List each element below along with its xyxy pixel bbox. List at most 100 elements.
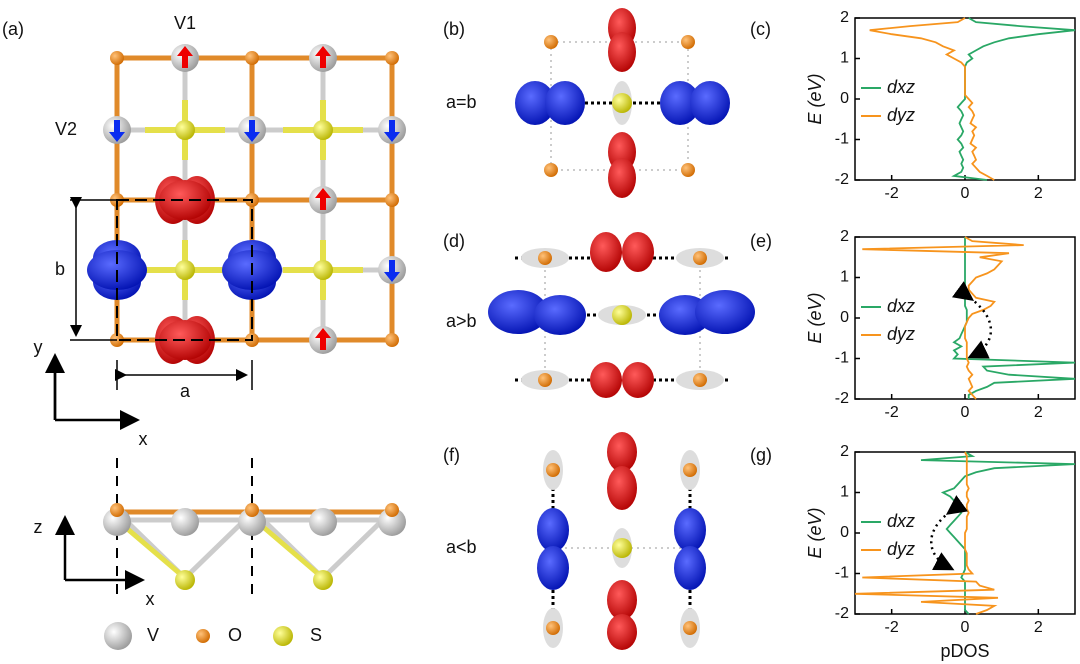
spin-up [315,188,331,210]
pdos-line [854,451,999,615]
x-tick-label: 0 [961,404,970,421]
o-atom [546,463,560,477]
o-atom [544,163,558,177]
x-tick-label: -2 [885,619,899,636]
y-tick-label: 1 [840,484,849,501]
s-atom [313,570,333,590]
legend-label: dyz [887,539,915,559]
o-atom [385,51,399,65]
spin-down [384,120,400,142]
v-atom [103,508,131,536]
y-tick-label: 0 [840,524,849,541]
orbital-lobe [590,232,622,272]
axis-label: z [34,517,43,537]
legend-label: V [147,625,159,645]
orbital-lobe [674,546,706,590]
o-atom [681,163,695,177]
axis-label: x [146,589,155,609]
orbital-lobe [608,32,636,72]
o-atom [693,373,707,387]
axes-arrows [53,360,135,420]
panel-label: (e) [750,231,772,251]
strain-label: a>b [446,311,477,331]
axis-label: x [139,429,148,449]
unit-cell [116,199,253,341]
x-tick-label: -2 [885,404,899,421]
legend-label: dyz [887,324,915,344]
x-axis-label: pDOS [940,641,989,661]
s-atom [313,120,333,140]
y-tick-label: 0 [840,90,849,107]
panel-label: (a) [2,19,24,39]
orbital-lobe [622,362,654,398]
v-atom [309,508,337,536]
orbital-lobe [537,508,569,552]
y-tick-label: -1 [835,350,849,367]
orbital-lobe [534,295,586,335]
s-atom [612,93,632,113]
o-atom [385,503,399,517]
legend-label: dxz [887,77,915,97]
spin-down [244,120,260,142]
s-atom [313,260,333,280]
panel-label: (d) [443,231,465,251]
x-tick-label: 2 [1034,185,1043,202]
y-tick-label: -1 [835,565,849,582]
panel-label: (c) [750,19,771,39]
panel-label: (f) [443,445,460,465]
y-tick-label: 1 [840,50,849,67]
spin-down [109,120,125,142]
spin-up [315,46,331,68]
o-atom [110,51,124,65]
o-atom [538,251,552,265]
y-tick-label: 0 [840,309,849,326]
axis-label: y [34,337,43,357]
orbital-lobe [660,81,700,125]
pdos-line [920,451,1076,615]
legend-label: S [310,625,322,645]
o-atom [385,193,399,207]
x-tick-label: 0 [961,619,970,636]
o-atom [538,373,552,387]
strain-label: a=b [446,92,477,112]
o-atom [693,251,707,265]
structure-drawings [45,8,755,650]
v-atom [104,622,132,650]
s-atom [612,305,632,325]
transition-arrow [951,281,993,359]
orbital-lobe [607,432,637,472]
v-atom [378,508,406,536]
o-atom [245,51,259,65]
orbital-lobe [608,158,636,198]
y-tick-label: -2 [835,605,849,622]
s-atom [612,538,632,558]
x-tick-label: 2 [1034,619,1043,636]
y-tick-label: 2 [840,9,849,26]
o-atom [544,35,558,49]
orbital-lobe [607,466,637,510]
o-atom [385,333,399,347]
orbital-lobe [622,232,654,272]
y-tick-label: -2 [835,390,849,407]
x-tick-label: 2 [1034,404,1043,421]
o-atom [683,463,697,477]
orbital-lobe [515,81,555,125]
o-atom [683,621,697,635]
strain-label: a<b [446,537,477,557]
pdos-line [862,236,1024,400]
legend-label: dxz [887,511,915,531]
orbital-lobe [690,81,730,125]
orbital-lobe [695,290,755,334]
orbital-lobe [488,290,548,334]
orbital-lobe [590,362,622,398]
s-atom [175,570,195,590]
panel-label: (b) [443,19,465,39]
lattice-label: a [180,381,191,401]
s-atom [273,626,293,646]
y-tick-label: 2 [840,228,849,245]
site-label: V1 [174,13,196,33]
spin-up [177,46,193,68]
v-atom [238,508,266,536]
o-atom [245,503,259,517]
